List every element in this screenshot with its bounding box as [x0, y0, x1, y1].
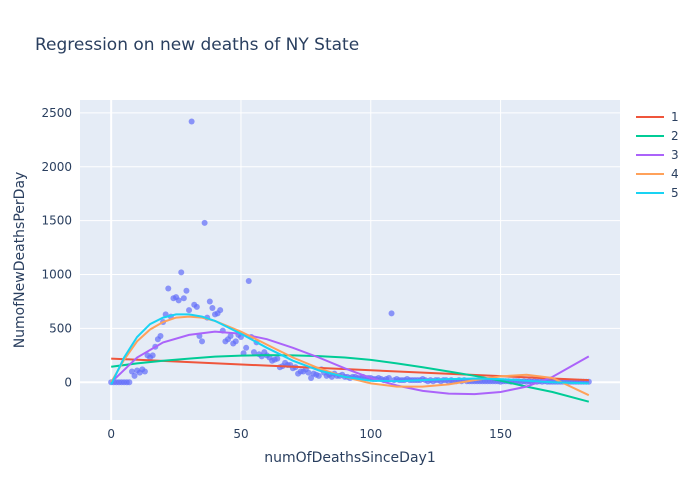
scatter-point [186, 307, 193, 314]
x-axis-title: numOfDeathsSinceDay1 [264, 450, 435, 466]
x-tick-label: 150 [489, 427, 512, 441]
legend-label: 5 [671, 186, 679, 200]
legend-item-5[interactable]: 5 [636, 186, 679, 200]
y-tick-label: 2500 [41, 106, 72, 120]
series-line-3 [110, 330, 590, 396]
scatter-point [308, 374, 315, 381]
x-tick-label: 0 [107, 427, 115, 441]
scatter-point [178, 269, 185, 276]
legend-label: 2 [671, 129, 679, 143]
scatter-point [217, 307, 224, 314]
legend[interactable]: 1 2 3 4 5 [636, 110, 679, 200]
y-tick-label: 1500 [41, 214, 72, 228]
scatter-point [227, 332, 234, 339]
scatter-point [206, 298, 213, 305]
scatter-point [175, 297, 182, 304]
legend-item-2[interactable]: 2 [636, 129, 679, 143]
scatter-point [199, 338, 206, 345]
plot-area [80, 100, 620, 420]
scatter-point [180, 295, 187, 302]
y-tick-label: 0 [64, 375, 72, 389]
legend-item-1[interactable]: 1 [636, 110, 679, 124]
scatter-point [315, 372, 322, 379]
chart-title: Regression on new deaths of NY State [35, 35, 359, 55]
scatter-point [165, 285, 172, 292]
scatter-point [126, 379, 133, 386]
scatter-point [388, 310, 395, 317]
legend-label: 1 [671, 110, 679, 124]
scatter-point [149, 352, 156, 359]
legend-item-3[interactable]: 3 [636, 148, 679, 162]
y-axis-title: NumofNewDeathsPerDay [12, 172, 28, 349]
series-layer [110, 313, 590, 403]
x-tick-label: 100 [359, 427, 382, 441]
scatter-point [188, 118, 195, 125]
scatter-point [128, 368, 135, 375]
series-line-5 [110, 313, 589, 385]
y-tick-label: 500 [49, 321, 72, 335]
scatter-point [245, 278, 252, 285]
scatter-point [385, 374, 392, 381]
scatter-point [193, 303, 200, 310]
y-tick-labels: 0 500 1000 1500 2000 2500 [41, 106, 72, 389]
x-tick-label: 50 [233, 427, 248, 441]
legend-item-4[interactable]: 4 [636, 167, 679, 181]
scatter-point [141, 368, 148, 375]
x-tick-labels: 0 50 100 150 [107, 427, 512, 441]
scatter-point [305, 369, 312, 376]
y-tick-label: 2000 [41, 160, 72, 174]
scatter-point [131, 372, 138, 379]
scatter-point [209, 304, 216, 311]
legend-label: 4 [671, 167, 679, 181]
legend-label: 3 [671, 148, 679, 162]
scatter-point [274, 355, 281, 362]
scatter-point [243, 344, 250, 351]
scatter-point [201, 219, 208, 226]
y-tick-label: 1000 [41, 268, 72, 282]
scatter-point [183, 287, 190, 294]
series-line-2 [111, 354, 590, 403]
scatter-point [250, 349, 257, 356]
scatter-point [232, 338, 239, 345]
scatter-point [157, 332, 164, 339]
